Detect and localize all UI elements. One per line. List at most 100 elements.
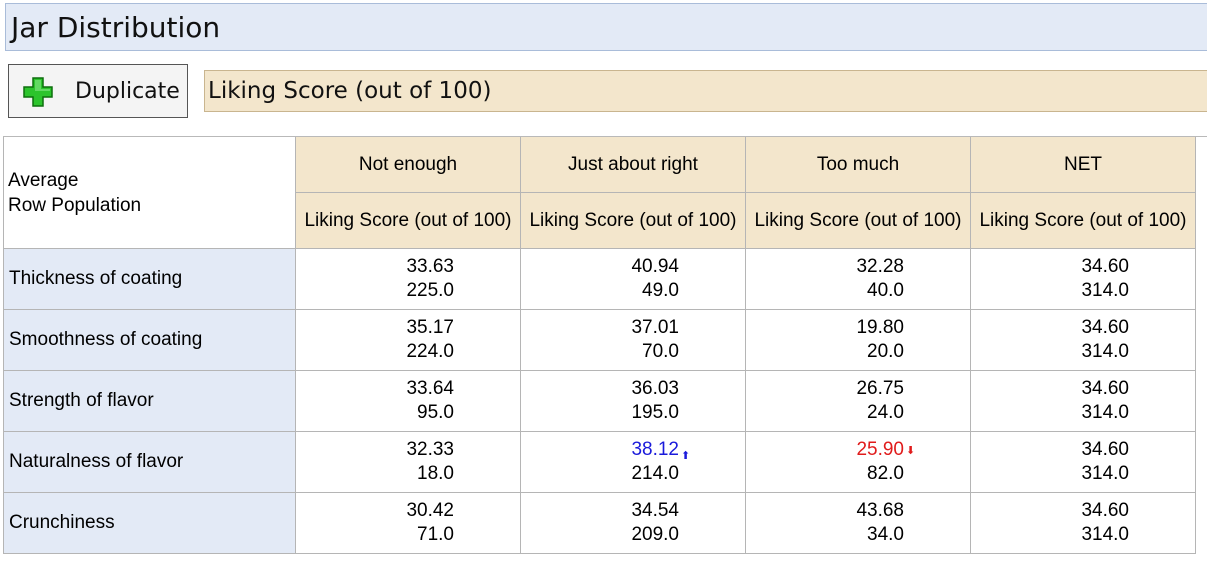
- cell-population: 49.0: [642, 280, 679, 301]
- table-corner: Average Row Population: [3, 136, 296, 249]
- row-header: Smoothness of coating: [3, 309, 296, 371]
- cell-population: 34.0: [867, 524, 904, 545]
- data-cell: 32.33 18.0: [295, 431, 521, 493]
- cell-population: 71.0: [417, 524, 454, 545]
- column-subheader: Liking Score (out of 100): [295, 192, 521, 249]
- cell-average-value: 36.03: [631, 378, 679, 399]
- cell-average: 43.68: [832, 499, 904, 523]
- data-cell: 34.60 314.0: [970, 492, 1196, 554]
- row-header: Naturalness of flavor: [3, 431, 296, 493]
- cell-average-value: 40.94: [631, 256, 679, 277]
- cell-average: 34.60: [1057, 499, 1129, 523]
- cell-population: 314.0: [1081, 463, 1129, 484]
- cell-values: 34.60 314.0: [1057, 316, 1129, 364]
- data-cell: 34.54 209.0: [520, 492, 746, 554]
- grid-top-border: [3, 136, 1207, 137]
- data-cell: 26.75 24.0: [745, 370, 971, 432]
- page-title-bar: Jar Distribution: [5, 3, 1207, 51]
- data-cell: 38.12 ⬆ 214.0: [520, 431, 746, 493]
- corner-population-label: Row Population: [8, 194, 142, 216]
- column-header-not-enough: Not enough: [295, 136, 521, 193]
- cell-average-value: 34.60: [1081, 317, 1129, 338]
- question-label: Liking Score (out of 100): [208, 78, 492, 104]
- data-cell: 34.60 314.0: [970, 431, 1196, 493]
- cell-average-value: 32.33: [406, 439, 454, 460]
- column-subheader: Liking Score (out of 100): [970, 192, 1196, 249]
- cell-population: 195.0: [631, 402, 679, 423]
- cell-values: 34.60 314.0: [1057, 438, 1129, 486]
- results-table: Average Row Population Not enough Just a…: [3, 136, 1196, 554]
- data-cell: 34.60 314.0: [970, 309, 1196, 371]
- cell-values: 32.33 18.0: [382, 438, 454, 486]
- cell-average: 19.80: [832, 316, 904, 340]
- data-cell: 43.68 34.0: [745, 492, 971, 554]
- data-cell: 36.03 195.0: [520, 370, 746, 432]
- cell-average: 30.42: [382, 499, 454, 523]
- cell-values: 36.03 195.0: [607, 377, 679, 425]
- data-cell: 34.60 314.0: [970, 370, 1196, 432]
- data-cell: 34.60 314.0: [970, 248, 1196, 310]
- cell-average-value: 25.90: [856, 439, 904, 460]
- cell-population: 18.0: [417, 463, 454, 484]
- cell-average-value: 19.80: [856, 317, 904, 338]
- cell-average: 34.54: [607, 499, 679, 523]
- row-header: Crunchiness: [3, 492, 296, 554]
- cell-average-value: 35.17: [406, 317, 454, 338]
- cell-average-value: 37.01: [631, 317, 679, 338]
- cell-values: 34.54 209.0: [607, 499, 679, 547]
- cell-values: 25.90 ⬇ 82.0: [832, 438, 915, 486]
- data-cell: 33.63 225.0: [295, 248, 521, 310]
- cell-average: 34.60: [1057, 438, 1129, 462]
- cell-values: 37.01 70.0: [607, 316, 679, 364]
- cell-average-value: 34.60: [1081, 500, 1129, 521]
- cell-values: 34.60 314.0: [1057, 255, 1129, 303]
- cell-average: 26.75: [832, 377, 904, 401]
- cell-average-value: 33.64: [406, 378, 454, 399]
- cell-average-value: 34.60: [1081, 256, 1129, 277]
- cell-values: 34.60 314.0: [1057, 377, 1129, 425]
- table-row: Naturalness of flavor 32.33 18.0 38.12 ⬆ 214.…: [3, 431, 1196, 493]
- cell-average-value: 34.54: [631, 500, 679, 521]
- data-cell: 19.80 20.0: [745, 309, 971, 371]
- cell-average-value: 33.63: [406, 256, 454, 277]
- cell-average: 32.33: [382, 438, 454, 462]
- cell-values: 33.64 95.0: [382, 377, 454, 425]
- cell-population: 314.0: [1081, 524, 1129, 545]
- cell-values: 38.12 ⬆ 214.0: [607, 438, 690, 486]
- cell-population: 314.0: [1081, 341, 1129, 362]
- cell-average-value: 30.42: [406, 500, 454, 521]
- duplicate-button[interactable]: Duplicate: [8, 64, 188, 118]
- data-cell: 33.64 95.0: [295, 370, 521, 432]
- data-cell: 30.42 71.0: [295, 492, 521, 554]
- cell-values: 40.94 49.0: [607, 255, 679, 303]
- cell-values: 34.60 314.0: [1057, 499, 1129, 547]
- cell-population: 314.0: [1081, 280, 1129, 301]
- cell-values: 35.17 224.0: [382, 316, 454, 364]
- cell-average: 37.01: [607, 316, 679, 340]
- cell-average-value: 38.12: [631, 439, 679, 460]
- cell-population: 95.0: [417, 402, 454, 423]
- cell-average: 36.03: [607, 377, 679, 401]
- column-subheader: Liking Score (out of 100): [745, 192, 971, 249]
- cell-population: 20.0: [867, 341, 904, 362]
- data-cell: 35.17 224.0: [295, 309, 521, 371]
- cell-values: 26.75 24.0: [832, 377, 904, 425]
- cell-average: 33.63: [382, 255, 454, 279]
- cell-average: 25.90 ⬇: [832, 438, 915, 462]
- row-header: Thickness of coating: [3, 248, 296, 310]
- cell-average: 34.60: [1057, 255, 1129, 279]
- cell-values: 43.68 34.0: [832, 499, 904, 547]
- column-header-too-much: Too much: [745, 136, 971, 193]
- significance-down-arrow-icon: ⬇: [906, 445, 916, 457]
- cell-population: 40.0: [867, 280, 904, 301]
- cell-average-value: 26.75: [856, 378, 904, 399]
- duplicate-button-label: Duplicate: [75, 79, 180, 104]
- cell-average-value: 43.68: [856, 500, 904, 521]
- cell-population: 225.0: [406, 280, 454, 301]
- cell-values: 30.42 71.0: [382, 499, 454, 547]
- table-row: Strength of flavor 33.64 95.0 36.03 195.0 26.…: [3, 370, 1196, 432]
- question-selector[interactable]: Liking Score (out of 100): [204, 70, 1207, 112]
- cell-population: 314.0: [1081, 402, 1129, 423]
- cell-population: 70.0: [642, 341, 679, 362]
- cell-population: 224.0: [406, 341, 454, 362]
